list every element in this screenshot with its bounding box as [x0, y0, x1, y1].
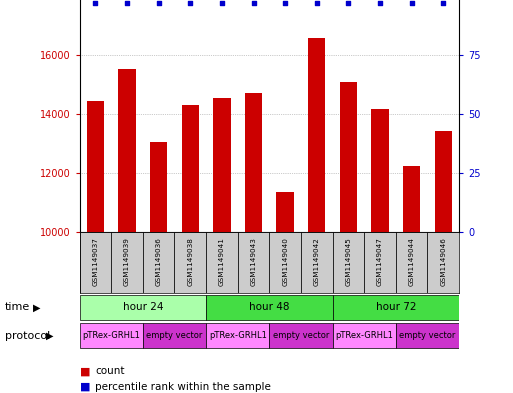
Bar	[80, 295, 206, 320]
Point	[344, 0, 352, 6]
Point	[249, 0, 258, 6]
Bar	[308, 38, 325, 232]
Bar	[111, 232, 143, 293]
Text: GSM1149040: GSM1149040	[282, 237, 288, 286]
Bar	[150, 142, 167, 232]
Bar	[332, 295, 459, 320]
Bar	[269, 232, 301, 293]
Bar	[206, 295, 332, 320]
Point	[376, 0, 384, 6]
Text: pTRex-GRHL1: pTRex-GRHL1	[82, 331, 140, 340]
Text: GSM1149046: GSM1149046	[440, 237, 446, 286]
Bar	[182, 105, 199, 232]
Text: hour 72: hour 72	[376, 302, 416, 312]
Bar	[364, 232, 396, 293]
Point	[407, 0, 416, 6]
Bar	[245, 94, 262, 232]
Bar	[238, 232, 269, 293]
Text: empty vector: empty vector	[146, 331, 203, 340]
Bar	[403, 166, 420, 232]
Text: ■: ■	[80, 382, 90, 392]
Text: protocol: protocol	[5, 331, 50, 341]
Text: empty vector: empty vector	[399, 331, 456, 340]
Text: ■: ■	[80, 366, 90, 376]
Point	[281, 0, 289, 6]
Point	[154, 0, 163, 6]
Bar	[396, 232, 427, 293]
Bar	[332, 323, 396, 348]
Text: GSM1149045: GSM1149045	[345, 237, 351, 286]
Text: GSM1149042: GSM1149042	[314, 237, 320, 286]
Text: hour 48: hour 48	[249, 302, 289, 312]
Text: GSM1149044: GSM1149044	[409, 237, 415, 286]
Text: GSM1149043: GSM1149043	[250, 237, 256, 286]
Bar	[143, 232, 174, 293]
Text: time: time	[5, 302, 30, 312]
Text: pTRex-GRHL1: pTRex-GRHL1	[209, 331, 267, 340]
Bar	[87, 101, 104, 232]
Text: GSM1149039: GSM1149039	[124, 237, 130, 286]
Bar	[435, 131, 452, 232]
Point	[439, 0, 447, 6]
Bar	[371, 109, 389, 232]
Bar	[277, 193, 294, 232]
Text: GSM1149047: GSM1149047	[377, 237, 383, 286]
Text: GSM1149038: GSM1149038	[187, 237, 193, 286]
Bar	[301, 232, 332, 293]
Text: ▶: ▶	[33, 302, 41, 312]
Text: count: count	[95, 366, 125, 376]
Bar	[340, 82, 357, 232]
Bar	[119, 69, 135, 232]
Point	[91, 0, 100, 6]
Bar	[80, 232, 111, 293]
Bar	[206, 323, 269, 348]
Bar	[80, 323, 143, 348]
Bar	[206, 232, 238, 293]
Text: hour 24: hour 24	[123, 302, 163, 312]
Bar	[332, 232, 364, 293]
Point	[186, 0, 194, 6]
Text: pTRex-GRHL1: pTRex-GRHL1	[336, 331, 393, 340]
Text: ▶: ▶	[46, 331, 54, 341]
Bar	[213, 98, 230, 232]
Point	[312, 0, 321, 6]
Bar	[396, 323, 459, 348]
Text: GSM1149037: GSM1149037	[92, 237, 98, 286]
Point	[218, 0, 226, 6]
Bar	[269, 323, 332, 348]
Bar	[174, 232, 206, 293]
Text: GSM1149036: GSM1149036	[155, 237, 162, 286]
Point	[123, 0, 131, 6]
Bar	[427, 232, 459, 293]
Text: empty vector: empty vector	[273, 331, 329, 340]
Text: GSM1149041: GSM1149041	[219, 237, 225, 286]
Text: percentile rank within the sample: percentile rank within the sample	[95, 382, 271, 392]
Bar	[143, 323, 206, 348]
